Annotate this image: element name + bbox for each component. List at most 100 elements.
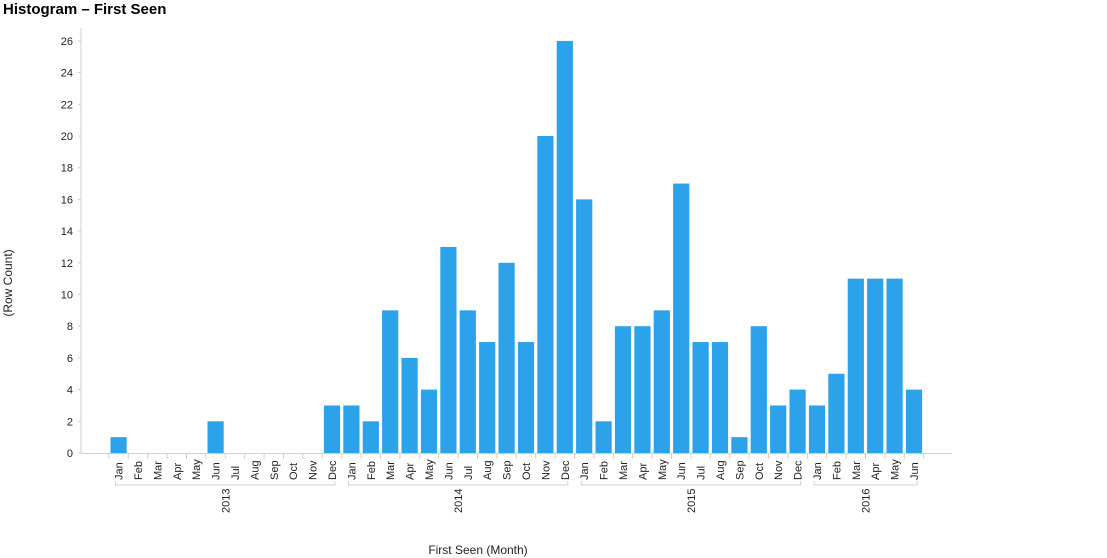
bar — [440, 246, 457, 453]
month-label: Apr — [172, 463, 184, 480]
bar — [808, 405, 826, 453]
month-label: Jul — [463, 466, 475, 480]
bar — [595, 421, 612, 453]
year-label: 2013 — [220, 489, 232, 513]
bar — [343, 405, 360, 453]
y-tick-label: 18 — [61, 163, 73, 175]
month-label: Jun — [909, 462, 921, 480]
bar — [401, 357, 418, 453]
y-tick-label: 8 — [67, 321, 73, 333]
month-label: Oct — [288, 463, 300, 480]
month-label: Sep — [502, 460, 514, 480]
bar — [537, 136, 554, 453]
year-bracket — [813, 481, 918, 486]
y-tick-label: 26 — [61, 36, 73, 48]
month-label: May — [890, 459, 902, 480]
bar — [362, 421, 379, 453]
month-label: Dec — [560, 460, 572, 480]
month-label: Aug — [715, 460, 727, 480]
month-label: Feb — [599, 461, 611, 480]
month-label: Apr — [870, 463, 882, 480]
year-bracket — [115, 481, 336, 486]
bar — [789, 389, 806, 453]
bar — [576, 199, 593, 453]
month-label: Jan — [579, 462, 591, 480]
chart-title: Histogram – First Seen — [3, 1, 167, 18]
month-label: Aug — [482, 460, 494, 480]
month-label: Sep — [269, 460, 281, 480]
x-axis-title: First Seen (Month) — [428, 543, 527, 557]
month-label: Oct — [754, 463, 766, 480]
bar — [614, 326, 632, 453]
month-label: Nov — [773, 460, 785, 480]
bar — [847, 278, 864, 453]
month-label: Jun — [211, 462, 223, 480]
bar — [867, 278, 884, 453]
month-label: Apr — [637, 463, 649, 480]
bar — [673, 183, 690, 454]
y-tick-label: 24 — [61, 68, 73, 80]
month-label: Mar — [851, 461, 863, 480]
bar — [479, 342, 496, 453]
bar — [420, 389, 438, 453]
month-label: Jul — [696, 466, 708, 480]
month-label: Jan — [346, 462, 358, 480]
y-tick-label: 2 — [67, 416, 73, 428]
y-tick-label: 22 — [61, 99, 73, 111]
bar — [498, 262, 515, 453]
bar — [110, 437, 127, 453]
bar — [750, 326, 767, 453]
bar — [731, 437, 748, 453]
month-label: Jul — [230, 466, 242, 480]
month-label: Nov — [540, 460, 552, 480]
month-label: Feb — [831, 461, 843, 480]
y-tick-label: 10 — [61, 290, 73, 302]
month-label: Dec — [793, 460, 805, 480]
y-axis-title: (Row Count) — [1, 249, 15, 316]
year-label: 2016 — [861, 489, 873, 513]
y-tick-label: 14 — [61, 226, 73, 238]
bar — [517, 342, 535, 453]
month-label: May — [657, 459, 669, 480]
month-label: Oct — [521, 463, 533, 480]
month-label: Jun — [676, 462, 688, 480]
y-tick-label: 4 — [67, 385, 73, 397]
y-tick-label: 12 — [61, 258, 73, 270]
bar — [634, 326, 651, 453]
bar — [207, 421, 224, 453]
bar — [459, 310, 476, 453]
y-tick-label: 0 — [67, 448, 73, 460]
year-bracket — [580, 481, 802, 486]
month-label: Dec — [327, 460, 339, 480]
month-label: Feb — [133, 461, 145, 480]
month-label: Feb — [366, 461, 378, 480]
year-bracket — [347, 481, 569, 486]
bar — [770, 405, 787, 453]
month-label: Jan — [114, 462, 126, 480]
bar — [828, 373, 845, 453]
month-label: Sep — [734, 460, 746, 480]
month-label: Jun — [443, 462, 455, 480]
bar — [692, 342, 709, 453]
month-label: Mar — [385, 461, 397, 480]
bar — [905, 389, 923, 453]
y-tick-label: 16 — [61, 194, 73, 206]
bar — [323, 405, 341, 453]
month-label: Jan — [812, 462, 824, 480]
month-label: Mar — [152, 461, 164, 480]
y-tick-label: 20 — [61, 131, 73, 143]
month-label: Aug — [249, 460, 261, 480]
bar — [382, 310, 399, 453]
bar — [886, 278, 903, 453]
month-label: Apr — [405, 463, 417, 480]
x-axis: Jan Feb Mar Apr May Jun Jul Aug Sep Oct Nov Dec Jan F… — [81, 453, 952, 513]
bars — [110, 40, 923, 454]
bar — [653, 310, 670, 453]
y-tick-label: 6 — [67, 353, 73, 365]
month-label: May — [191, 459, 203, 480]
month-label: Mar — [618, 461, 630, 480]
month-label: Nov — [308, 460, 320, 480]
year-label: 2015 — [686, 489, 698, 513]
